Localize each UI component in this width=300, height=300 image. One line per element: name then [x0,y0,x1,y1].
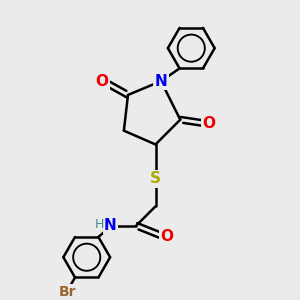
Text: O: O [160,229,174,244]
Text: O: O [95,74,108,89]
Text: N: N [104,218,116,233]
Text: S: S [150,171,161,186]
Text: Br: Br [59,285,76,299]
Text: H: H [94,218,104,231]
Text: N: N [104,218,116,233]
Text: O: O [202,116,216,131]
Text: N: N [154,74,167,89]
